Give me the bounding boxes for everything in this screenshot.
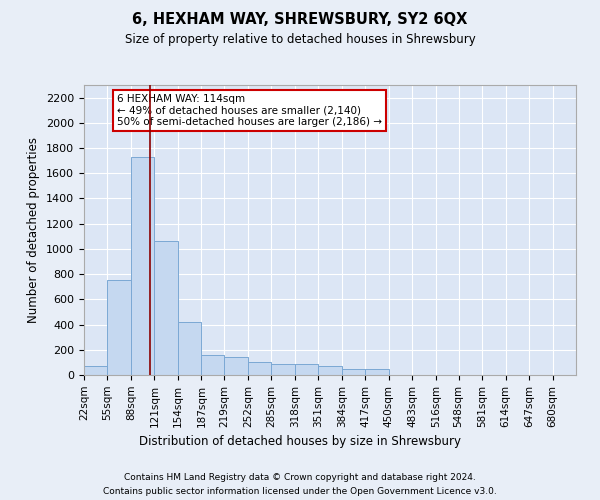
Bar bbox=[295, 364, 318, 375]
Text: Contains public sector information licensed under the Open Government Licence v3: Contains public sector information licen… bbox=[103, 488, 497, 496]
Bar bbox=[178, 322, 202, 375]
Text: 6, HEXHAM WAY, SHREWSBURY, SY2 6QX: 6, HEXHAM WAY, SHREWSBURY, SY2 6QX bbox=[133, 12, 467, 28]
Bar bbox=[342, 368, 365, 375]
Text: Distribution of detached houses by size in Shrewsbury: Distribution of detached houses by size … bbox=[139, 435, 461, 448]
Bar bbox=[365, 368, 389, 375]
Bar bbox=[202, 356, 224, 375]
Bar bbox=[248, 362, 271, 375]
Y-axis label: Number of detached properties: Number of detached properties bbox=[28, 137, 40, 323]
Bar bbox=[318, 366, 342, 375]
Bar bbox=[271, 364, 295, 375]
Bar bbox=[154, 242, 178, 375]
Text: Contains HM Land Registry data © Crown copyright and database right 2024.: Contains HM Land Registry data © Crown c… bbox=[124, 472, 476, 482]
Text: Size of property relative to detached houses in Shrewsbury: Size of property relative to detached ho… bbox=[125, 32, 475, 46]
Bar bbox=[107, 280, 131, 375]
Bar bbox=[224, 356, 248, 375]
Bar bbox=[84, 366, 107, 375]
Text: 6 HEXHAM WAY: 114sqm
← 49% of detached houses are smaller (2,140)
50% of semi-de: 6 HEXHAM WAY: 114sqm ← 49% of detached h… bbox=[117, 94, 382, 127]
Bar bbox=[131, 157, 154, 375]
